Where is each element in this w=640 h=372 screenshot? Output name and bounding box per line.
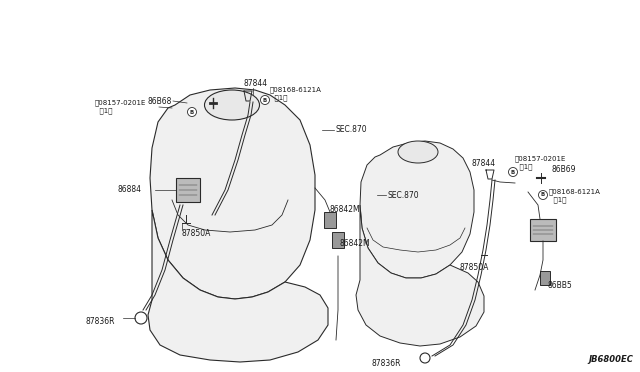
Polygon shape xyxy=(148,210,328,362)
Text: Ⓑ08157-0201E: Ⓑ08157-0201E xyxy=(95,100,147,106)
Polygon shape xyxy=(360,141,474,278)
Text: B: B xyxy=(263,97,267,103)
Text: 87850A: 87850A xyxy=(460,263,490,272)
Text: 86842M: 86842M xyxy=(330,205,360,215)
Text: 86BB5: 86BB5 xyxy=(547,282,572,291)
Ellipse shape xyxy=(205,90,259,120)
Text: SEC.870: SEC.870 xyxy=(387,190,419,199)
Circle shape xyxy=(538,190,547,199)
Text: 87844: 87844 xyxy=(472,160,496,169)
Text: 〈1〉: 〈1〉 xyxy=(270,95,287,101)
Text: JB6800EC: JB6800EC xyxy=(588,355,633,364)
Text: Ⓒ08168-6121A: Ⓒ08168-6121A xyxy=(270,87,322,93)
Text: 86B69: 86B69 xyxy=(552,164,577,173)
Text: B: B xyxy=(511,170,515,174)
Text: 87844: 87844 xyxy=(243,80,267,89)
Polygon shape xyxy=(356,205,484,346)
Text: 〈1〉: 〈1〉 xyxy=(515,164,532,170)
Text: 〈1〉: 〈1〉 xyxy=(549,197,566,203)
Text: B: B xyxy=(541,192,545,198)
Circle shape xyxy=(188,108,196,116)
Bar xyxy=(332,232,344,248)
Text: SEC.870: SEC.870 xyxy=(335,125,367,135)
Text: 87850A: 87850A xyxy=(182,228,211,237)
Polygon shape xyxy=(150,88,315,299)
Bar xyxy=(176,178,200,202)
Circle shape xyxy=(260,96,269,105)
Text: 86884: 86884 xyxy=(117,186,141,195)
Text: 86842M: 86842M xyxy=(340,240,371,248)
Circle shape xyxy=(135,312,147,324)
Circle shape xyxy=(420,353,430,363)
Text: Ⓒ08168-6121A: Ⓒ08168-6121A xyxy=(549,189,601,195)
Circle shape xyxy=(509,167,518,176)
Text: Ⓑ08157-0201E: Ⓑ08157-0201E xyxy=(515,156,566,162)
Bar xyxy=(530,219,556,241)
Text: 87836R: 87836R xyxy=(372,359,401,369)
Bar xyxy=(540,271,550,285)
Ellipse shape xyxy=(398,141,438,163)
Text: 87836R: 87836R xyxy=(85,317,115,326)
Text: B: B xyxy=(190,109,194,115)
Text: 86B68: 86B68 xyxy=(147,96,172,106)
Text: 〈1〉: 〈1〉 xyxy=(95,108,113,114)
Bar xyxy=(324,212,336,228)
